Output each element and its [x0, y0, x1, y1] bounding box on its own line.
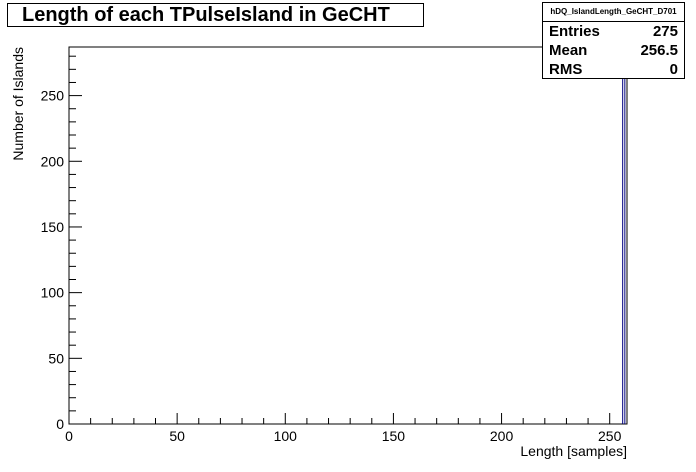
stats-rms-label: RMS [549, 61, 583, 78]
stats-box: hDQ_IslandLength_GeCHT_D701 Entries 275 … [542, 2, 685, 79]
y-axis-ticks: 0 50 100 150 200 250 [41, 55, 82, 432]
stats-mean-value: 256.5 [640, 42, 678, 59]
x-tick-label: 50 [169, 428, 185, 444]
histogram-bin [622, 62, 626, 424]
y-tick-label: 150 [41, 219, 65, 235]
x-tick-label: 100 [274, 428, 298, 444]
stats-row-entries: Entries 275 [543, 22, 684, 41]
x-tick-label: 200 [490, 428, 514, 444]
y-tick-label: 250 [41, 88, 65, 104]
x-tick-label: 0 [65, 428, 73, 444]
stats-row-rms: RMS 0 [543, 60, 684, 79]
stats-rms-value: 0 [669, 61, 678, 78]
histogram-bins [622, 62, 626, 424]
x-axis-ticks: 0 50 100 150 200 250 [65, 413, 622, 444]
chart-title: Length of each TPulseIsland in GeCHT [7, 3, 424, 27]
y-tick-label: 200 [41, 153, 65, 169]
y-axis-label: Number of Islands [10, 47, 26, 161]
stats-entries-label: Entries [549, 23, 600, 40]
plot-frame [68, 46, 628, 425]
y-tick-label: 0 [56, 416, 64, 432]
stats-mean-label: Mean [549, 42, 588, 59]
x-tick-label: 250 [598, 428, 622, 444]
y-tick-label: 100 [41, 285, 65, 301]
stats-histogram-name: hDQ_IslandLength_GeCHT_D701 [543, 3, 684, 22]
stats-row-mean: Mean 256.5 [543, 41, 684, 60]
x-tick-label: 150 [382, 428, 406, 444]
stats-entries-value: 275 [652, 23, 678, 40]
x-axis-label: Length [samples] [520, 443, 627, 459]
y-tick-label: 50 [48, 350, 64, 366]
